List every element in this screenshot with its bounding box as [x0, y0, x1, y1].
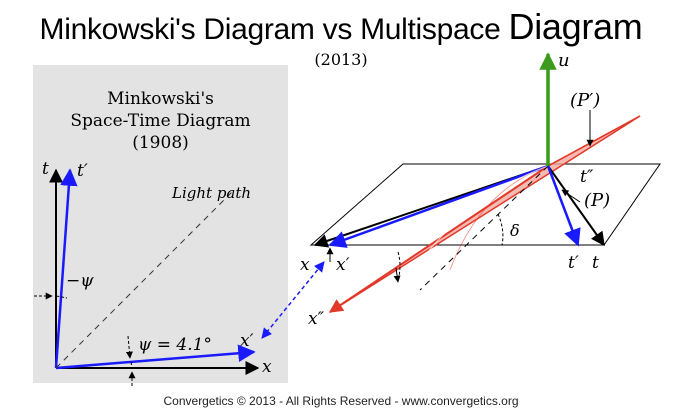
- minkowski-diagram: t t′ Light path −ψ ψ = 4.1° x′ x: [34, 159, 272, 386]
- label-psi-equation: ψ = 4.1°: [138, 335, 212, 355]
- label-p-prime: (P′): [570, 90, 600, 111]
- t-axis-right: [547, 165, 605, 247]
- minkowski-panel-title: Minkowski's Space-Time Diagram (1908): [33, 88, 288, 154]
- psi-angle-arc: [130, 361, 132, 369]
- label-x-prime: x′: [240, 331, 254, 351]
- title-last-word: Diagram: [508, 6, 643, 47]
- panel-title-line1: Minkowski's: [107, 89, 214, 109]
- minkowski-panel-background: [33, 65, 288, 383]
- label-light-path: Light path: [171, 184, 251, 202]
- label-x: x: [262, 357, 272, 377]
- base-plane: [309, 163, 661, 246]
- label-p: (P): [584, 190, 610, 211]
- label-t-prime-right: t′: [568, 253, 579, 273]
- label-t-prime: t′: [77, 161, 88, 181]
- label-delta: δ: [510, 221, 520, 240]
- psi-pointer-top: [125, 335, 133, 359]
- x-prime-axis: [55, 344, 256, 370]
- label-x-prime-right: x′: [336, 255, 350, 275]
- t-prime-axis-right: [546, 165, 581, 247]
- multispace-diagram: u (P′) t″ (P) δ x x′ t′ t x″: [300, 50, 661, 329]
- label-minus-psi: −ψ: [66, 271, 94, 291]
- t-prime-axis: [54, 168, 78, 369]
- light-path-curve-2: [419, 165, 549, 263]
- minus-psi-angle-arc: [55, 295, 68, 299]
- plane-edge-upper: [547, 115, 641, 167]
- page-title: Minkowski's Diagram vs Multispace Diagra…: [0, 6, 682, 48]
- light-path-line: [55, 191, 233, 369]
- lower-angle-pointer: [393, 267, 401, 283]
- x-prime-connector: [261, 261, 325, 339]
- label-t: t: [42, 159, 49, 179]
- dashed-light-line-right: [419, 165, 549, 291]
- panel-title-line3: (1908): [132, 133, 189, 153]
- label-x-double-prime: x″: [308, 309, 325, 329]
- label-t-right: t: [592, 253, 599, 273]
- p-pointer: [561, 189, 581, 203]
- x-prime-axis-right: [328, 164, 549, 248]
- p-prime-plane: [329, 115, 641, 313]
- label-x-right: x: [300, 255, 310, 275]
- label-t-double-prime: t″: [580, 167, 594, 187]
- footer-copyright: Convergetics © 2013 - All Rights Reserve…: [163, 394, 519, 408]
- year-label: (2013): [314, 50, 368, 69]
- delta-angle-arc: [497, 213, 504, 246]
- panel-title-line2: Space-Time Diagram: [70, 111, 251, 131]
- label-u: u: [558, 50, 570, 71]
- title-main: Minkowski's Diagram vs Multispace: [39, 13, 501, 46]
